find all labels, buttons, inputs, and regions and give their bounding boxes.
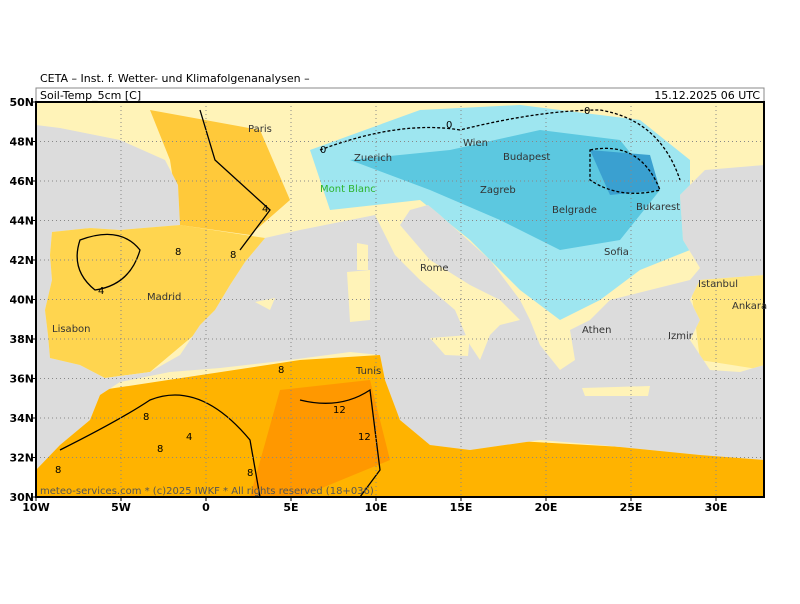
contour-label: 0: [446, 120, 452, 131]
contours: [59, 109, 681, 498]
contour: [59, 394, 261, 498]
lon-label: 25E: [620, 501, 643, 514]
contour-label: 4: [262, 204, 268, 215]
contour: [299, 388, 381, 498]
city: Istanbul: [698, 279, 738, 290]
lat-label: 44N: [9, 215, 34, 228]
institute: CETA – Inst. f. Wetter- und Klimafolgena…: [40, 72, 310, 85]
contour-label: 12: [333, 405, 346, 416]
parameter: Soil-Temp_5cm [C]: [40, 89, 141, 102]
lat-label: 42N: [9, 254, 34, 267]
city: Sofia: [604, 247, 629, 258]
lon-label: 20E: [535, 501, 558, 514]
city: Bukarest: [636, 202, 680, 213]
contour-label: 8: [230, 250, 236, 261]
lon-label: 5W: [111, 501, 131, 514]
lat-label: 34N: [9, 412, 34, 425]
datetime: 15.12.2025 06 UTC: [654, 89, 760, 102]
city: Zagreb: [480, 185, 516, 196]
lon-label: 10E: [365, 501, 388, 514]
hot-africa: [250, 380, 390, 497]
contour: [319, 109, 681, 181]
contour: [76, 233, 141, 291]
city: Rome: [420, 263, 449, 274]
contour-label: 8: [55, 465, 61, 476]
city: Izmir: [668, 331, 694, 342]
city: Wien: [463, 138, 488, 149]
lat-label: 46N: [9, 175, 34, 188]
city-labels: Paris Zuerich Mont Blanc Wien Budapest Z…: [52, 124, 767, 377]
graticule: [36, 102, 764, 497]
lat-label: 48N: [9, 136, 34, 149]
contour-label: 8: [247, 468, 253, 479]
city: Madrid: [147, 292, 181, 303]
coldest-region: [590, 150, 660, 195]
contour-labels: 8 8 4 0 0 0 4 8 8 8 12 12 8 8 4: [55, 106, 590, 479]
city: Mont Blanc: [320, 184, 376, 195]
lon-label: 0: [202, 501, 210, 514]
city: Lisabon: [52, 324, 91, 335]
warm-turkey: [690, 275, 764, 370]
warm-africa: [36, 355, 764, 497]
city: Athen: [582, 325, 611, 336]
city: Tunis: [355, 366, 381, 377]
contour-label: 8: [157, 444, 163, 455]
city: Ankara: [732, 301, 767, 312]
warm-iberia: [36, 225, 265, 378]
contour-label: 8: [278, 365, 284, 376]
lat-label: 36N: [9, 373, 34, 386]
contour: [199, 109, 271, 251]
lon-label: 30E: [705, 501, 728, 514]
city: Budapest: [503, 152, 550, 163]
city: Paris: [248, 124, 272, 135]
contour-label: 0: [584, 106, 590, 117]
lat-label: 38N: [9, 333, 34, 346]
contour-label: 8: [175, 247, 181, 258]
copyright: meteo-services.com * (c)2025 IWKF * All …: [40, 486, 374, 497]
city: Belgrade: [552, 205, 597, 216]
lat-label: 30N: [9, 491, 34, 504]
lon-label: 15E: [450, 501, 473, 514]
colder-region: [350, 130, 660, 250]
lon-label: 10W: [22, 501, 49, 514]
contour: [589, 147, 661, 194]
contour-label: 4: [98, 286, 104, 297]
lon-label: 5E: [283, 501, 298, 514]
lat-label: 32N: [9, 452, 34, 465]
contour-label: 8: [143, 412, 149, 423]
lat-label: 40N: [9, 294, 34, 307]
contour-label: 12: [358, 432, 371, 443]
contour-label: 4: [186, 432, 192, 443]
city: Zuerich: [354, 153, 392, 164]
lat-label: 50N: [9, 96, 34, 109]
contour-label: 0: [320, 145, 326, 156]
